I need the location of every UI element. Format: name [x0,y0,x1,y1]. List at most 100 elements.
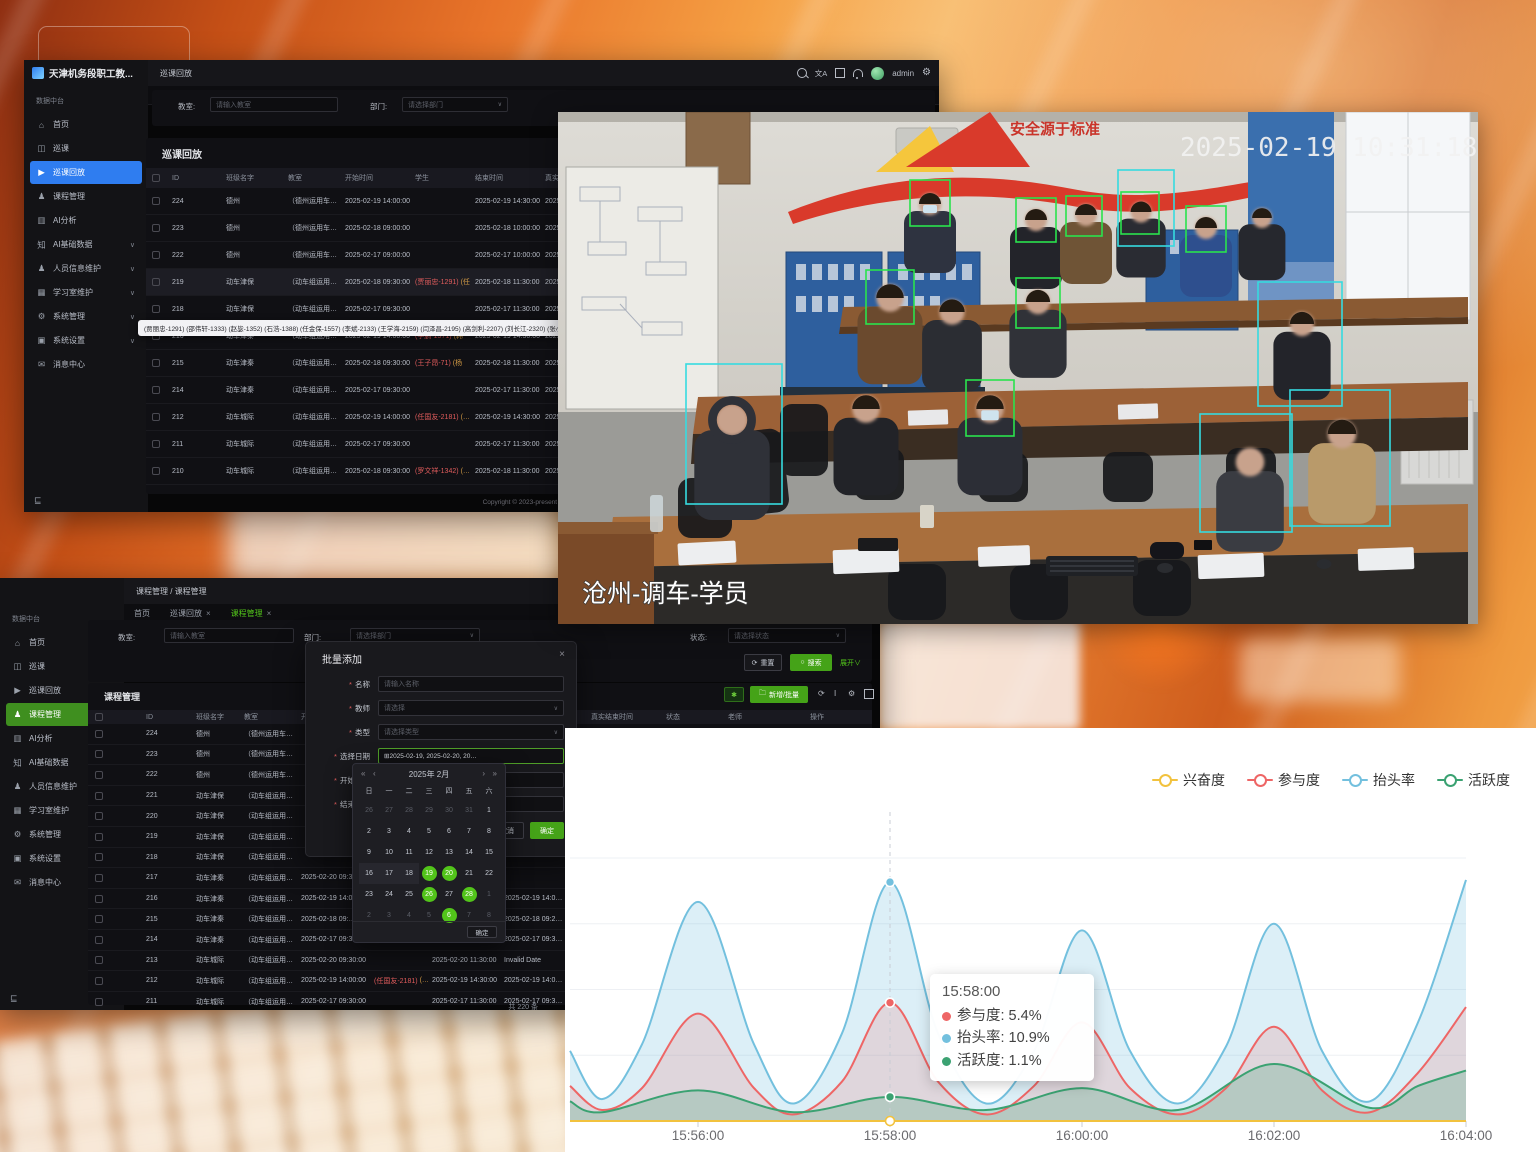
collapse-sidebar-icon[interactable]: ⊑ [34,495,42,505]
search-icon[interactable] [796,68,807,78]
sidebar-item-message-center[interactable]: ✉ 消息中心 [30,353,142,376]
add-batch-button[interactable]: 🗀 新增/批量 [750,686,808,703]
next-year-icon[interactable]: » [492,769,497,778]
calendar-day[interactable]: 28 [459,884,479,905]
calendar-day[interactable]: 18 [399,863,419,884]
row-checkbox[interactable] [95,873,103,882]
close-tab-icon[interactable]: × [206,608,211,618]
favorite-button[interactable]: ✱ [724,687,744,702]
close-icon[interactable]: × [559,649,565,660]
settings-icon[interactable]: ⚙ [922,67,931,78]
row-checkbox[interactable] [152,305,160,313]
table-row[interactable]: 214 动车津秦 （动车组运用… 2025-02-17 09:3… 2025-02-17… [88,930,872,951]
row-checkbox[interactable] [152,440,160,448]
field-input[interactable]: 请输入名称 [378,676,564,692]
calendar-day[interactable]: 8 [487,828,491,835]
calendar-day[interactable]: 2 [367,828,371,835]
density-icon[interactable]: I [834,689,837,698]
row-checkbox[interactable] [95,853,103,862]
calendar-day[interactable]: 26 [365,807,373,814]
sidebar-item-home[interactable]: ⌂ 首页 [6,631,118,654]
calendar-day[interactable]: 6 [447,828,451,835]
calendar-day[interactable]: 12 [425,849,433,856]
column-settings-icon[interactable]: ⚙ [848,689,856,698]
confirm-button[interactable]: 确定 [530,822,564,839]
calendar-day[interactable]: 22 [485,870,493,877]
row-checkbox[interactable] [95,812,103,821]
calendar-day[interactable]: 26 [419,884,439,905]
calendar-day[interactable]: 29 [425,807,433,814]
calendar-day[interactable]: 6 [439,905,459,926]
row-checkbox[interactable] [95,770,103,779]
sidebar-item-system-settings[interactable]: ▣ 系统设置 ∨ [30,329,142,352]
row-checkbox[interactable] [95,915,103,924]
calendar-day[interactable]: 9 [367,849,371,856]
bell-icon[interactable] [853,69,864,79]
calendar-day[interactable]: 28 [405,807,413,814]
prev-year-icon[interactable]: « [361,769,366,778]
legend-item-参与度[interactable]: 参与度 [1247,770,1320,790]
row-checkbox[interactable] [95,750,103,759]
avatar[interactable] [871,66,885,80]
sidebar-item-ai-analysis[interactable]: ▥ AI分析 [30,209,142,232]
field-select[interactable]: 请选择类型 ∨ [378,724,564,740]
sidebar-item-patrol[interactable]: ◫ 巡课 [6,655,118,678]
sidebar-item-ai-base-data[interactable]: 知 AI基础数据 ∨ [30,233,142,256]
legend-item-抬头率[interactable]: 抬头率 [1342,770,1415,790]
date-range-field[interactable]: ⊞ 2025-02-19, 2025-02-20, 20… [378,748,564,764]
row-checkbox[interactable] [152,197,160,205]
row-checkbox[interactable] [95,894,103,903]
fullscreen-table-icon[interactable] [864,689,874,699]
datepicker-confirm-button[interactable]: 确定 [467,926,497,938]
sidebar-item-ai-analysis[interactable]: ▥ AI分析 [6,727,118,750]
calendar-day[interactable]: 27 [445,891,453,898]
calendar-day[interactable]: 23 [365,891,373,898]
calendar-day[interactable]: 15 [485,849,493,856]
row-checkbox[interactable] [152,224,160,232]
calendar-day[interactable]: 7 [467,912,471,919]
row-checkbox[interactable] [95,997,103,1006]
calendar-day[interactable]: 27 [385,807,393,814]
row-checkbox[interactable] [95,956,103,965]
row-checkbox[interactable] [152,251,160,259]
row-checkbox[interactable] [95,976,103,985]
table-row[interactable]: 212 动车城际 （动车组运用… 2025-02-19 14:00:00 (任国友-21… [88,971,872,992]
tab-巡课回放[interactable]: 巡课回放× [170,608,211,618]
calendar-day[interactable]: 5 [427,912,431,919]
select-all-checkbox[interactable] [95,713,103,721]
calendar-day[interactable]: 4 [407,912,411,919]
table-row[interactable]: 211 动车城际 （动车组运用… 2025-02-17 09:30:00 2025-02… [88,992,872,1010]
sidebar-item-course-management[interactable]: ♟ 课程管理 [30,185,142,208]
calendar-day[interactable]: 25 [405,891,413,898]
tab-首页[interactable]: 首页 [134,608,150,618]
row-checkbox[interactable] [95,791,103,800]
status-filter-select[interactable]: 请选择状态 ∨ [728,628,846,643]
calendar-day[interactable]: 1 [487,807,491,814]
row-checkbox[interactable] [95,935,103,944]
sidebar-item-study-room[interactable]: ▦ 学习室维护 ∨ [30,281,142,304]
sidebar-item-patrol-playback[interactable]: ▶ 巡课回放 [30,161,142,184]
row-checkbox[interactable] [95,729,103,738]
row-checkbox[interactable] [152,359,160,367]
translate-icon[interactable]: 文A [814,68,828,78]
row-checkbox[interactable] [152,386,160,394]
calendar-day[interactable]: 1 [487,891,491,898]
prev-month-icon[interactable]: ‹ [373,769,376,778]
collapse-sidebar-icon[interactable]: ⊑ [10,993,18,1003]
sidebar-item-patrol[interactable]: ◫ 巡课 [30,137,142,160]
calendar-day[interactable]: 16 [359,863,379,884]
row-checkbox[interactable] [95,832,103,841]
sidebar-item-message-center[interactable]: ✉ 消息中心 [6,871,118,894]
calendar-day[interactable]: 30 [445,807,453,814]
calendar-day[interactable]: 7 [467,828,471,835]
calendar-day[interactable]: 19 [419,863,439,884]
expand-link[interactable]: 展开∨ [840,660,861,667]
select-all-checkbox[interactable] [152,174,160,182]
calendar-day[interactable]: 10 [385,849,393,856]
field-select[interactable]: 请选择 ∨ [378,700,564,716]
calendar-day[interactable]: 5 [427,828,431,835]
calendar-day[interactable]: 4 [407,828,411,835]
sidebar-item-home[interactable]: ⌂ 首页 [30,113,142,136]
calendar-day[interactable]: 3 [387,912,391,919]
row-checkbox[interactable] [152,413,160,421]
